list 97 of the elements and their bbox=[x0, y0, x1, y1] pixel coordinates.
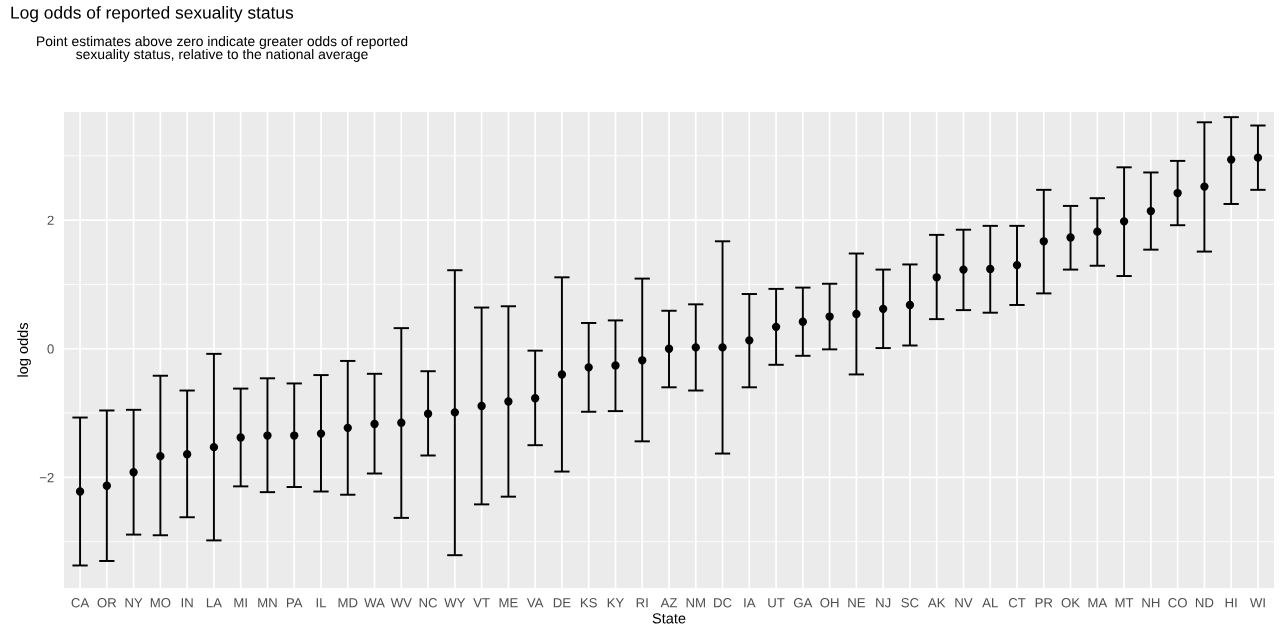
point bbox=[664, 344, 674, 353]
x-tick-label: MT bbox=[1115, 598, 1134, 608]
x-tick-label: WY bbox=[444, 598, 466, 608]
point bbox=[263, 431, 272, 440]
y-tick-label: −2 bbox=[39, 472, 54, 483]
x-tick-label: CA bbox=[71, 598, 90, 608]
point bbox=[530, 394, 540, 403]
x-tick-label: AK bbox=[927, 598, 946, 608]
x-tick-label: DE bbox=[553, 598, 571, 608]
x-tick-label: NJ bbox=[876, 598, 891, 608]
x-tick-label: ND bbox=[1195, 598, 1214, 608]
point bbox=[504, 397, 513, 406]
x-tick-label: ME bbox=[499, 598, 518, 608]
point bbox=[584, 363, 593, 372]
x-tick-label: IN bbox=[181, 598, 193, 608]
point bbox=[1119, 217, 1129, 226]
point bbox=[1200, 182, 1209, 191]
x-tick-label: UT bbox=[768, 598, 785, 608]
point bbox=[986, 264, 995, 274]
x-tick-label: WI bbox=[1249, 598, 1265, 608]
point bbox=[638, 356, 647, 365]
point bbox=[1093, 227, 1102, 236]
x-tick-label: DC bbox=[714, 598, 732, 608]
point bbox=[557, 370, 567, 379]
x-tick-label: LA bbox=[206, 598, 222, 608]
point bbox=[423, 409, 433, 418]
y-tick-label: 2 bbox=[47, 215, 54, 225]
x-tick-label: AZ bbox=[660, 598, 678, 608]
x-tick-label: HI bbox=[1225, 598, 1237, 608]
x-tick-label: AL bbox=[982, 598, 998, 608]
x-tick-label: OH bbox=[820, 598, 839, 608]
point bbox=[1227, 155, 1236, 164]
point bbox=[798, 317, 808, 326]
point bbox=[825, 312, 834, 321]
point bbox=[450, 408, 460, 417]
x-tick-label: NE bbox=[848, 598, 865, 608]
x-tick-label: RI bbox=[636, 598, 648, 608]
x-tick-label: VT bbox=[473, 598, 490, 608]
x-tick-label: KY bbox=[607, 598, 624, 608]
x-tick-label: NV bbox=[955, 598, 973, 608]
point bbox=[477, 401, 486, 411]
point bbox=[932, 273, 941, 282]
point bbox=[156, 451, 165, 461]
point bbox=[771, 322, 781, 332]
point bbox=[236, 433, 245, 442]
x-tick-label: IL bbox=[316, 598, 327, 608]
y-tick-label: 0 bbox=[47, 344, 54, 354]
point bbox=[852, 309, 861, 319]
point bbox=[182, 450, 192, 459]
x-tick-label: PR bbox=[1035, 598, 1053, 608]
point bbox=[75, 487, 85, 496]
point bbox=[129, 468, 138, 477]
x-tick-label: IA bbox=[744, 598, 756, 608]
y-axis-title: log odds bbox=[17, 322, 31, 377]
point bbox=[611, 361, 620, 370]
point bbox=[1066, 233, 1075, 242]
point bbox=[905, 300, 915, 310]
x-tick-label: MA bbox=[1088, 598, 1108, 608]
x-tick-label: GA bbox=[793, 598, 813, 608]
chart-subtitle: Point estimates above zero indicate greater odds of reported sexuality status, relative to the national average bbox=[37, 36, 408, 62]
x-tick-label: MN bbox=[258, 598, 277, 608]
x-tick-label: CO bbox=[1168, 598, 1187, 608]
point bbox=[1253, 153, 1263, 162]
point bbox=[1039, 237, 1048, 246]
point bbox=[1173, 188, 1182, 198]
x-tick-label: MI bbox=[234, 598, 247, 608]
x-tick-label: PA bbox=[286, 598, 303, 608]
x-tick-label: SC bbox=[901, 598, 919, 608]
x-tick-label: NM bbox=[686, 598, 705, 608]
x-tick-label: CT bbox=[1008, 598, 1026, 608]
point bbox=[878, 304, 888, 313]
point bbox=[316, 429, 326, 438]
chart-title: Log odds of reported sexuality status bbox=[11, 6, 294, 23]
point bbox=[718, 343, 727, 352]
point bbox=[745, 336, 754, 345]
point bbox=[370, 419, 379, 429]
x-tick-label: WV bbox=[390, 598, 412, 608]
x-tick-label: NC bbox=[419, 598, 438, 608]
x-tick-label: WA bbox=[364, 598, 385, 608]
x-tick-label: NY bbox=[125, 598, 143, 608]
point bbox=[959, 265, 968, 274]
x-tick-label: OK bbox=[1061, 598, 1080, 608]
point bbox=[209, 442, 219, 452]
x-tick-label: MO bbox=[150, 598, 171, 608]
point bbox=[290, 431, 299, 440]
x-tick-label: OR bbox=[97, 598, 117, 608]
x-axis-title: State bbox=[652, 613, 686, 624]
x-tick-label: MD bbox=[338, 598, 358, 608]
point bbox=[343, 423, 352, 432]
point bbox=[691, 343, 700, 352]
x-tick-label: NH bbox=[1142, 598, 1160, 608]
point bbox=[1012, 260, 1022, 270]
point bbox=[102, 481, 111, 490]
x-tick-label: VA bbox=[526, 598, 544, 608]
point bbox=[397, 418, 406, 427]
point bbox=[1146, 206, 1156, 216]
x-tick-label: KS bbox=[580, 598, 597, 608]
